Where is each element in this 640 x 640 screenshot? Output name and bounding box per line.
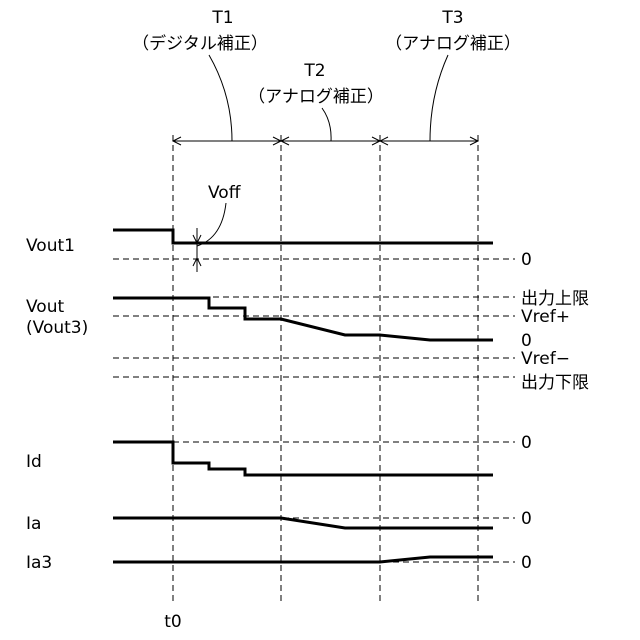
period-t3-name: T3 bbox=[441, 8, 463, 28]
id-waveform bbox=[113, 442, 493, 475]
id-label: Id bbox=[26, 452, 42, 472]
period-t2-name: T2 bbox=[303, 61, 325, 81]
leader-t2 bbox=[322, 108, 331, 141]
leader-t1 bbox=[209, 55, 232, 141]
vout1-waveform bbox=[113, 230, 493, 243]
voff-leader bbox=[197, 203, 226, 246]
ia-waveform bbox=[113, 518, 493, 528]
vout-waveform bbox=[113, 298, 493, 340]
period-arrows bbox=[173, 137, 478, 145]
ia3-label: Ia3 bbox=[26, 553, 52, 573]
period-t2-desc: （アナログ補正） bbox=[248, 87, 384, 107]
vout-zero-label: 0 bbox=[521, 331, 532, 351]
leader-t3 bbox=[430, 55, 448, 141]
ia3-waveform bbox=[113, 557, 493, 562]
vout3-label: (Vout3) bbox=[26, 318, 88, 338]
id-zero-label: 0 bbox=[521, 433, 532, 453]
upper-limit-label: 出力上限 bbox=[521, 289, 589, 309]
vout1-label: Vout1 bbox=[26, 236, 75, 256]
vref-plus-label: Vref+ bbox=[521, 307, 570, 327]
period-t1-name: T1 bbox=[211, 8, 233, 28]
period-t3-desc: （アナログ補正） bbox=[385, 34, 521, 54]
lower-limit-label: 出力下限 bbox=[521, 373, 589, 393]
ia-zero-label: 0 bbox=[521, 509, 532, 529]
ia3-zero-label: 0 bbox=[521, 553, 532, 573]
vout-label: Vout bbox=[26, 297, 64, 317]
vref-minus-label: Vref− bbox=[521, 349, 570, 369]
voff-label: Voff bbox=[208, 183, 242, 203]
vout1-zero-label: 0 bbox=[521, 250, 532, 270]
voff-arrows bbox=[193, 228, 201, 272]
period-t1-desc: （デジタル補正） bbox=[132, 33, 268, 54]
ia-label: Ia bbox=[26, 514, 41, 534]
t0-label: t0 bbox=[164, 612, 181, 632]
